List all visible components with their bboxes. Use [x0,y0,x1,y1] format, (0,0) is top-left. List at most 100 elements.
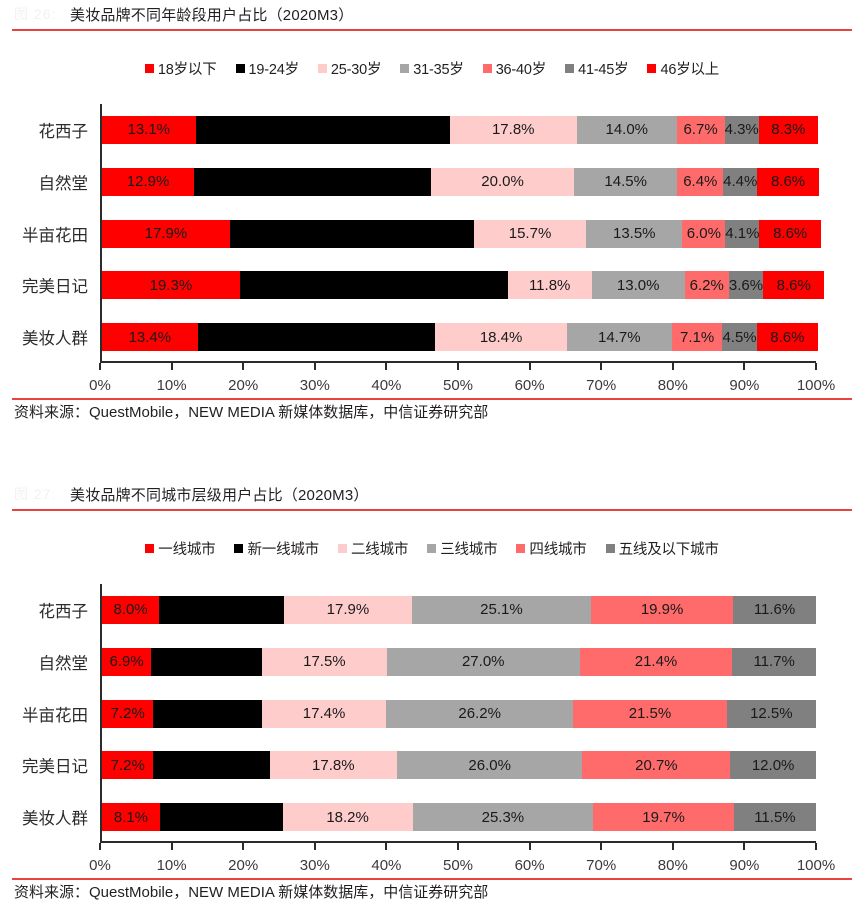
legend-item[interactable]: 新一线城市 [234,538,319,559]
legend-item-label: 四线城市 [529,541,587,558]
bar-segment[interactable]: 13.1% [102,115,196,144]
stacked-bar-row[interactable]: 7.2% 16.3%17.8% 26.0% 20.7% 12.0% [102,751,816,780]
figure-title-row: 图 27: 美妆品牌不同城市层级用户占比（2020M3） [0,480,864,508]
bar-segment[interactable]: 8.1% [102,803,160,832]
bar-segment[interactable]: 18.4% [435,323,567,352]
bar-segment[interactable]: 16.3% [153,751,317,780]
bar-segment[interactable]: 17.8% [269,751,397,780]
legend-item[interactable]: 31-35岁 [400,58,464,79]
bar-segment[interactable]: 35.6% [195,115,497,144]
bar-segment[interactable]: 15.5% [151,647,309,676]
bar-segment[interactable]: 8.0% [102,595,160,624]
bar-segment[interactable]: 11.5% [733,803,816,832]
bar-segment[interactable]: 17.9% [284,595,412,624]
bar-segment[interactable]: 25.3% [412,803,594,832]
bar-segment[interactable]: 27.0% [386,647,580,676]
bar-segment[interactable]: 26.2% [386,699,574,728]
legend-swatch-icon [427,543,437,553]
stacked-bar-row[interactable]: 8.0% 17.5%17.9% 25.1% 19.9% 11.6% [102,595,816,624]
bar-segment[interactable]: 17.9% [102,219,230,248]
stacked-bar-row[interactable]: 13.4% 33.3%18.4% 14.7% 7.1% 4.5% 8.6% [102,323,819,352]
bar-segment[interactable]: 8.3% [758,115,819,144]
stacked-bar-row[interactable]: 6.9% 15.5%17.5% 27.0% 21.4% 11.7% [102,647,816,676]
stacked-bar-row[interactable]: 13.1% 35.6%17.8% 14.0% 6.7% 4.3% 8.3% [102,115,819,144]
bar-segment[interactable]: 6.7% [676,115,725,144]
stacked-bar-row[interactable]: 17.9% 34.2%15.7% 13.5% 6.0%4.1% 8.6% [102,219,821,248]
bar-segment[interactable]: 20.7% [582,751,731,780]
bar-segment[interactable]: 17.2% [159,803,330,832]
legend-item[interactable]: 25-30岁 [317,58,381,79]
bar-segment[interactable]: 12.9% [102,167,195,196]
bar-segment[interactable]: 33.3% [197,323,483,352]
bar-segment[interactable]: 13.4% [102,323,198,352]
x-axis-tick-label: 70% [586,857,617,874]
bar-segment[interactable]: 7.1% [671,323,723,352]
bar-segment[interactable]: 7.2% [102,699,154,728]
bar-segment[interactable]: 6.0% [682,219,726,248]
bar-segment[interactable]: 14.5% [573,167,678,196]
stacked-bar-row[interactable]: 12.9% 33.2%20.0% 14.5% 6.4% 4.4% 8.6% [102,167,819,196]
bar-segment[interactable]: 25.1% [411,595,592,624]
bar-segment[interactable]: 3.6% [728,271,764,300]
legend-item[interactable]: 一线城市 [145,538,216,559]
bar-segment-value: 8.6% [770,328,805,346]
bar-segment[interactable]: 17.4% [261,699,387,728]
bar-segment[interactable]: 37.5% [239,271,555,300]
bar-segment[interactable]: 18.2% [282,803,413,832]
bar-segment[interactable]: 4.5% [722,323,757,352]
x-axis-tick-label: 30% [299,377,330,394]
legend-item[interactable]: 18岁以下 [144,58,217,79]
bar-segment[interactable]: 19.3% [102,271,240,300]
bar-segment[interactable]: 6.2% [684,271,729,300]
bar-segment[interactable]: 11.6% [733,595,816,624]
legend-item[interactable]: 41-45岁 [565,58,629,79]
stacked-bar-row[interactable]: 8.1% 17.2%18.2% 25.3% 19.7% 11.5% [102,803,816,832]
bar-segment[interactable]: 21.4% [579,647,733,676]
bar-segment[interactable]: 8.6% [757,167,819,196]
legend-item[interactable]: 36-40岁 [482,58,546,79]
bar-segment[interactable]: 21.5% [573,699,727,728]
x-axis-tick-label: 100% [796,857,836,874]
bar-segment[interactable]: 14.7% [566,323,672,352]
bar-segment[interactable]: 7.2% [102,751,154,780]
bar-segment[interactable]: 6.4% [677,167,724,196]
bar-segment[interactable]: 8.6% [763,271,825,300]
stacked-bar-row[interactable]: 7.2% 15.2%17.4% 26.2% 21.5% 12.5% [102,699,816,728]
bar-segment[interactable]: 19.9% [591,595,734,624]
bar-segment[interactable]: 11.7% [732,647,816,676]
bar-segment[interactable]: 13.5% [586,219,683,248]
legend-item[interactable]: 三线城市 [427,538,498,559]
legend-item[interactable]: 四线城市 [516,538,587,559]
bar-segment[interactable]: 6.9% [102,647,152,676]
legend-item[interactable]: 19-24岁 [235,58,299,79]
bar-segment[interactable]: 13.0% [591,271,685,300]
legend-item[interactable]: 二线城市 [337,538,408,559]
stacked-bar-row[interactable]: 19.3% 37.5%11.8% 13.0% 6.2%3.6% 8.6% [102,271,825,300]
x-axis-tick [170,363,173,370]
bar-segment[interactable]: 34.2% [229,219,522,248]
bar-segment[interactable]: 17.5% [261,647,387,676]
bar-segment[interactable]: 17.8% [449,115,577,144]
bar-segment[interactable]: 14.0% [576,115,677,144]
x-axis-tick [815,843,817,850]
bar-segment-value: 7.2% [110,705,145,722]
y-axis-category-label: 自然堂 [38,174,89,193]
legend-item[interactable]: 五线及以下城市 [605,538,719,559]
bar-segment[interactable]: 15.7% [473,219,587,248]
bar-segment[interactable]: 33.2% [194,167,479,196]
bar-segment[interactable]: 19.7% [593,803,734,832]
bar-segment[interactable]: 8.6% [756,323,819,352]
bar-segment[interactable]: 26.0% [396,751,583,780]
bar-segment[interactable]: 4.4% [723,167,758,196]
legend-item[interactable]: 46岁以上 [647,58,719,79]
bar-segment[interactable]: 20.0% [431,167,574,196]
bar-segment[interactable]: 12.5% [726,699,816,728]
bar-segment[interactable]: 15.2% [153,699,309,728]
legend-swatch-icon [565,63,575,73]
bar-segment[interactable]: 11.8% [507,271,592,300]
bar-segment[interactable]: 17.5% [159,595,332,624]
bar-segment[interactable]: 12.0% [730,751,816,780]
bar-segment[interactable]: 8.6% [759,219,821,248]
bar-segment[interactable]: 4.1% [725,219,760,248]
bar-segment[interactable]: 4.3% [724,115,759,144]
